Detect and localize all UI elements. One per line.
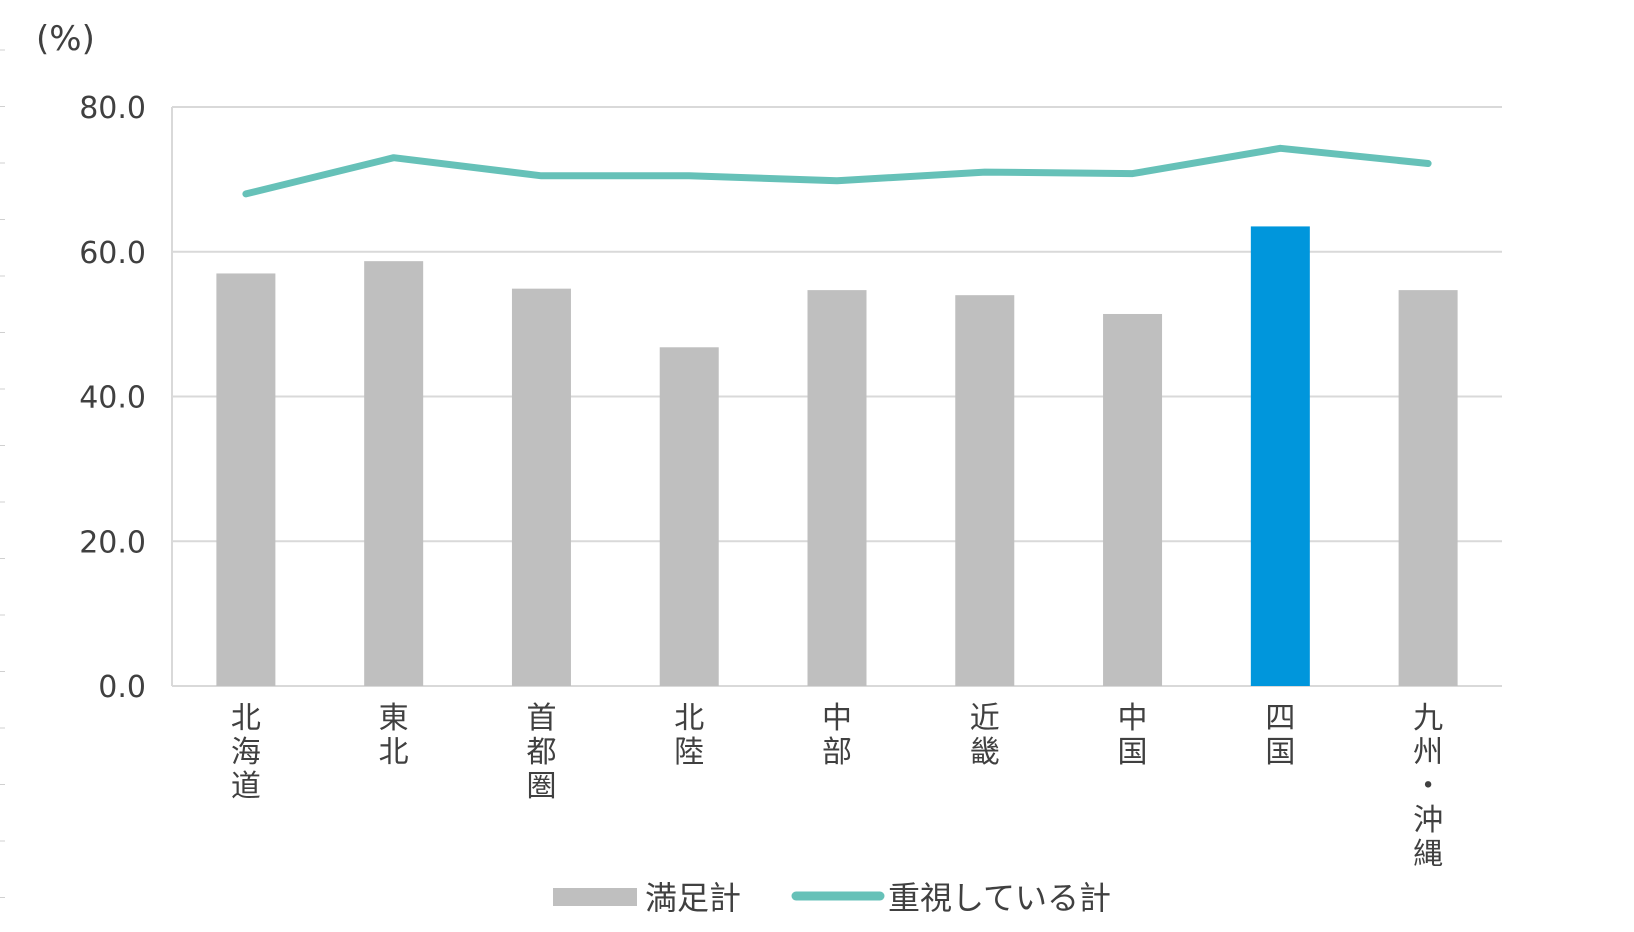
bar <box>1398 290 1458 686</box>
y-tick-label: 60.0 <box>79 236 146 271</box>
line-point <box>1427 162 1430 165</box>
category-label: 中国 <box>1118 701 1148 770</box>
category-label: 東北 <box>379 701 409 770</box>
category-label: 北海道 <box>231 701 261 804</box>
line-series <box>242 144 1432 198</box>
category-label: 中部 <box>822 701 852 770</box>
left-edge-ticks <box>0 49 5 898</box>
legend-label-line: 重視している計 <box>888 879 1111 917</box>
y-tick-label: 0.0 <box>98 670 146 705</box>
category-label: 九州・沖縄 <box>1413 701 1443 872</box>
y-tick-label: 80.0 <box>79 91 146 126</box>
y-axis-tick-labels: 0.0 20.0 40.0 60.0 80.0 <box>79 91 146 705</box>
legend-swatch-bar <box>553 888 637 906</box>
line-point <box>540 174 543 177</box>
line-point <box>392 156 395 159</box>
bar <box>511 288 571 686</box>
bar <box>1103 313 1163 686</box>
bar <box>659 347 719 686</box>
line-point <box>688 174 691 177</box>
bar <box>807 290 867 686</box>
line-point <box>836 179 838 182</box>
line-point <box>1279 147 1282 150</box>
bar-series <box>216 226 1458 686</box>
legend-label-bar: 満足計 <box>645 879 741 917</box>
series-line <box>242 144 1432 198</box>
bar <box>216 273 276 686</box>
line-point <box>1131 172 1134 175</box>
category-label: 首都圏 <box>526 701 556 804</box>
category-label: 四国 <box>1265 701 1295 770</box>
category-label: 北陸 <box>674 701 704 770</box>
line-point <box>244 192 247 195</box>
line-point <box>983 171 986 174</box>
category-label: 近畿 <box>970 701 1000 770</box>
y-axis-unit-label: (%) <box>36 19 95 59</box>
bar-highlighted <box>1250 226 1310 686</box>
y-tick-label: 20.0 <box>79 525 146 560</box>
bar <box>364 261 424 686</box>
legend: 満足計 重視している計 <box>553 879 1111 917</box>
y-tick-label: 40.0 <box>79 381 146 416</box>
bar <box>955 295 1015 686</box>
x-axis-category-labels: 北海道 東北 首都圏 北陸 中部 近畿 中国 四国 九州・沖縄 <box>231 701 1443 872</box>
